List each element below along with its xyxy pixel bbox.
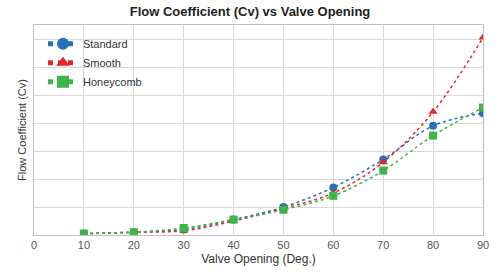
svg-text:Flow Coefficient (Cv) vs Valve: Flow Coefficient (Cv) vs Valve Opening bbox=[130, 4, 371, 19]
svg-text:30: 30 bbox=[178, 239, 190, 251]
svg-text:40: 40 bbox=[227, 239, 239, 251]
svg-text:70: 70 bbox=[377, 239, 389, 251]
svg-text:50: 50 bbox=[277, 239, 289, 251]
svg-text:20: 20 bbox=[128, 239, 140, 251]
svg-text:Honeycomb: Honeycomb bbox=[83, 76, 142, 88]
svg-text:60: 60 bbox=[327, 239, 339, 251]
svg-text:90: 90 bbox=[477, 239, 489, 251]
svg-text:Standard: Standard bbox=[83, 38, 128, 50]
svg-text:0: 0 bbox=[31, 239, 37, 251]
svg-text:Valve Opening (Deg.): Valve Opening (Deg.) bbox=[201, 252, 316, 266]
svg-text:Flow Coefficient (Cv): Flow Coefficient (Cv) bbox=[16, 79, 28, 181]
svg-text:80: 80 bbox=[427, 239, 439, 251]
svg-text:10: 10 bbox=[78, 239, 90, 251]
svg-text:Smooth: Smooth bbox=[83, 57, 121, 69]
